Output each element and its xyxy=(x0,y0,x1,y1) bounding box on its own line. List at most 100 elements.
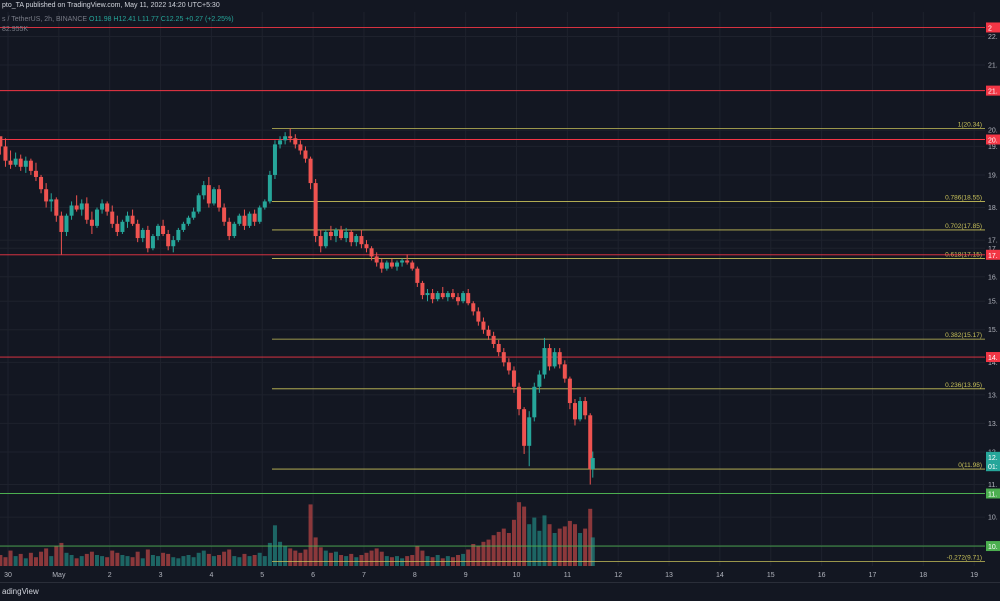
volume-bar xyxy=(471,544,476,566)
candle xyxy=(369,246,374,261)
axis-tag-label: 2 xyxy=(988,25,992,32)
volume-bar xyxy=(125,556,130,566)
candle xyxy=(120,219,125,235)
volume-bar xyxy=(84,553,89,566)
volume-bar xyxy=(527,524,532,566)
candle-body xyxy=(166,234,171,247)
candle xyxy=(186,215,191,226)
candle-body xyxy=(313,183,318,237)
candle xyxy=(227,217,232,241)
candle xyxy=(450,289,455,300)
candle-body xyxy=(120,221,125,232)
volume-bar xyxy=(547,524,552,566)
volume-bar xyxy=(445,556,450,566)
candle-body xyxy=(552,352,557,367)
horizontal-levels: 1(20.34)0.786(18.55)0.702(17.85)0.618(17… xyxy=(0,22,1000,562)
candle-body xyxy=(211,189,216,204)
volume-bar xyxy=(267,542,272,566)
candle xyxy=(339,225,344,241)
candle xyxy=(156,223,161,241)
candle xyxy=(425,289,430,302)
time-tick-label: 9 xyxy=(464,572,468,579)
candle-body xyxy=(242,215,247,226)
volume-bar xyxy=(313,537,318,566)
candle-body xyxy=(395,262,400,267)
volume-bar xyxy=(232,556,237,566)
candle-body xyxy=(501,352,506,363)
axis-tag-bg xyxy=(986,541,1000,552)
candle xyxy=(18,154,23,171)
candle xyxy=(278,136,283,149)
candle xyxy=(354,234,359,247)
candles xyxy=(0,128,595,485)
axis-tag-bg xyxy=(986,249,1000,260)
time-tick-label: 10 xyxy=(513,572,521,579)
candle-body xyxy=(389,262,394,267)
volume-bar xyxy=(288,548,293,566)
volume-bar xyxy=(176,558,181,566)
candle-body xyxy=(54,199,59,216)
time-tick-label: 12 xyxy=(614,572,622,579)
price-axis[interactable]: 22.21.20.19.19.18.17.17.16.15.15.14.13.1… xyxy=(986,0,1000,582)
volume-bar xyxy=(425,556,430,566)
volume-bar xyxy=(23,558,28,566)
ohlc-values: O11.98 H12.41 L11.77 C12.25 +0.27 (+2.25… xyxy=(89,16,234,23)
candle xyxy=(486,325,491,340)
candle-body xyxy=(156,225,161,237)
candle xyxy=(100,199,105,214)
fib-label: 1(20.34) xyxy=(958,122,982,129)
volume-bar xyxy=(206,553,211,566)
candle-body xyxy=(79,203,84,210)
candle-body xyxy=(491,335,496,344)
candle xyxy=(23,156,28,173)
candle xyxy=(590,451,595,478)
volume-bar xyxy=(435,555,440,566)
candle-body xyxy=(542,348,547,375)
volume-bar xyxy=(374,548,379,566)
volume-bar xyxy=(369,550,374,566)
candle xyxy=(161,219,166,237)
candle-body xyxy=(110,211,115,224)
candle-body xyxy=(364,244,369,249)
candle xyxy=(572,398,577,426)
volume-bar xyxy=(13,556,18,566)
candle-body xyxy=(201,185,206,196)
candle xyxy=(537,370,542,393)
candle xyxy=(430,289,435,304)
axis-tag-label: 20. xyxy=(988,138,998,145)
brand-logo: adingView xyxy=(2,587,39,596)
candle-body xyxy=(227,221,232,237)
resistance-axis-tag: 14. xyxy=(986,352,1000,363)
candle-body xyxy=(435,293,440,300)
volume-bar xyxy=(461,553,466,566)
time-axis[interactable]: 30 May 2 3 4 5 6 7 8 9 10 11 12 13 14 15 16 17 18 19 xyxy=(0,566,1000,582)
candle-body xyxy=(374,256,379,263)
last-price-tag: 01: xyxy=(986,461,1000,472)
candle-body xyxy=(303,150,308,159)
price-tick-label: 16. xyxy=(988,274,998,281)
volume-bar xyxy=(486,539,491,566)
candle xyxy=(33,162,38,182)
candle xyxy=(395,260,400,271)
price-tick-label: 13. xyxy=(988,421,998,428)
candle-body xyxy=(278,140,283,145)
candle-body xyxy=(339,229,344,239)
volume-bar xyxy=(481,541,486,566)
candle xyxy=(206,176,211,208)
volume-bar xyxy=(110,550,115,566)
volume-bar xyxy=(542,515,547,566)
candle xyxy=(491,331,496,349)
resistance-axis-tag: 17. xyxy=(986,249,1000,260)
candle-body xyxy=(125,215,130,222)
candle xyxy=(237,213,242,226)
symbol-name: s / TetherUS, 2h, BINANCE xyxy=(2,16,88,23)
candle xyxy=(222,203,227,226)
volume-bar xyxy=(135,551,140,566)
candle xyxy=(379,258,384,273)
candle xyxy=(471,301,476,316)
candle-body xyxy=(588,415,593,470)
volume-bar xyxy=(567,520,572,566)
candle xyxy=(557,348,562,369)
resistance-axis-tag: 21. xyxy=(986,85,1000,96)
